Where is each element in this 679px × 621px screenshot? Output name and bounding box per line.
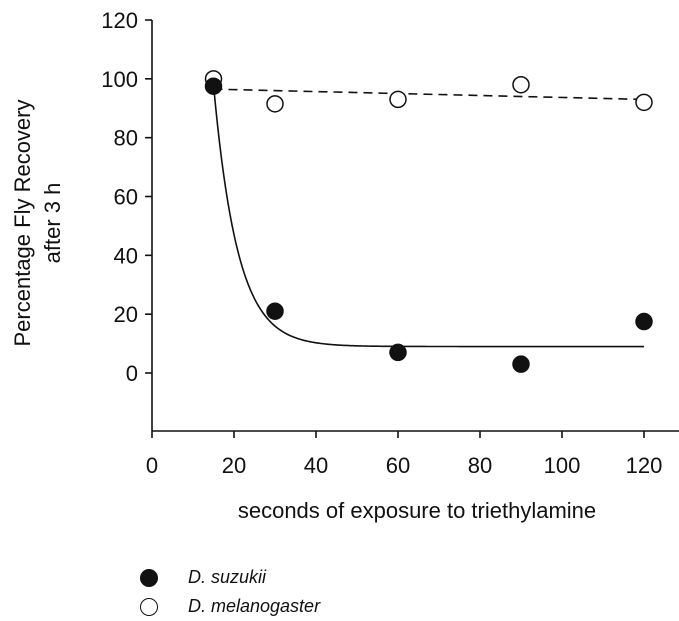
data-point-suzukii xyxy=(635,312,653,331)
data-point-melanogaster xyxy=(389,90,407,109)
legend: D. suzukii D. melanogaster xyxy=(140,563,320,621)
fit-line-melanogaster xyxy=(213,88,645,101)
x-tick-label: 80 xyxy=(468,453,492,478)
axes: 0 20 40 60 80 100 120 0 20 40 60 80 100 120 xyxy=(101,8,679,478)
x-tick-label: 60 xyxy=(386,453,410,478)
data-point-melanogaster xyxy=(266,95,284,113)
y-tick-label: 60 xyxy=(114,185,138,210)
legend-label-suzukii: D. suzukii xyxy=(188,567,267,587)
data-point-melanogaster xyxy=(512,75,530,94)
y-tick-label: 100 xyxy=(101,67,138,92)
x-axis-title: seconds of exposure to triethylamine xyxy=(238,498,596,523)
open-circle-icon xyxy=(140,597,158,616)
data-points xyxy=(204,70,653,373)
y-tick-label: 120 xyxy=(101,8,138,33)
y-tick-label: 20 xyxy=(114,302,138,327)
y-tick-label: 80 xyxy=(114,126,138,151)
fit-curve-suzukii xyxy=(212,84,644,348)
x-tick-label: 40 xyxy=(304,453,328,478)
data-point-melanogaster xyxy=(635,93,653,112)
data-point-suzukii xyxy=(389,343,407,362)
data-point-suzukii xyxy=(512,355,530,373)
filled-circle-icon xyxy=(140,568,158,587)
y-tick-label: 40 xyxy=(114,243,138,268)
data-point-suzukii xyxy=(204,77,223,95)
data-point-suzukii xyxy=(266,302,284,320)
legend-item-melanogaster: D. melanogaster xyxy=(140,592,320,621)
legend-label-melanogaster: D. melanogaster xyxy=(188,596,321,616)
x-tick-label: 20 xyxy=(222,453,246,478)
fit-lines xyxy=(212,84,645,348)
x-tick-label: 120 xyxy=(626,453,663,478)
y-axis-title-line-1: Percentage Fly Recovery xyxy=(10,100,35,347)
legend-item-suzukii: D. suzukii xyxy=(140,563,320,592)
y-tick-label: 0 xyxy=(126,361,138,386)
y-axis-title-line-2: after 3 h xyxy=(40,183,65,264)
x-tick-label: 100 xyxy=(544,453,581,478)
x-tick-label: 0 xyxy=(146,453,158,478)
